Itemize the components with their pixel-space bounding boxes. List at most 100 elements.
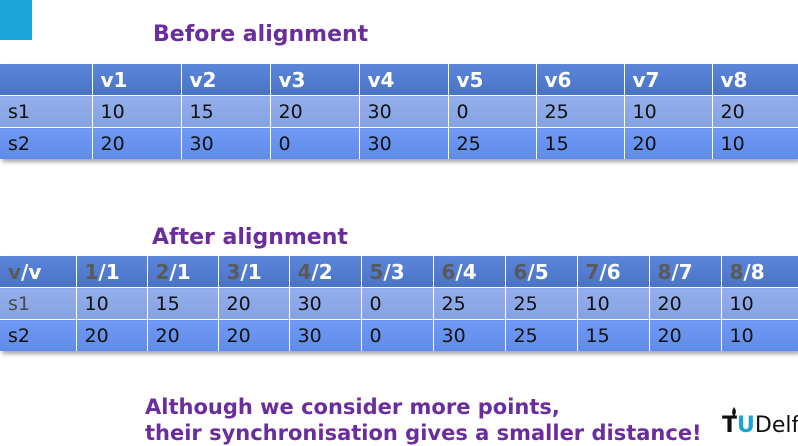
value-cell: 20 — [649, 319, 722, 351]
header-cell — [0, 64, 93, 96]
value-cell: 30 — [359, 127, 449, 159]
value-cell: 15 — [536, 127, 625, 159]
value-cell: 20 — [624, 127, 713, 159]
value-cell: 0 — [361, 287, 434, 320]
header-index-a: 6 — [513, 259, 528, 284]
header-index-a: 5 — [369, 259, 384, 284]
logo-letter-t: T — [722, 413, 738, 438]
table-row: s1 10 15 20 30 0 25 10 20 — [0, 95, 798, 128]
header-index-b: /1 — [98, 259, 120, 284]
value-cell: 20 — [712, 95, 798, 128]
table-header-row: v1 v2 v3 v4 v5 v6 v7 v8 — [0, 64, 798, 96]
value-cell: 20 — [218, 319, 290, 351]
value-cell: 10 — [577, 287, 650, 320]
value-cell: 30 — [289, 319, 362, 351]
value-cell: 20 — [147, 319, 219, 351]
value-cell: 25 — [433, 287, 506, 320]
header-cell: 4/2 — [289, 256, 362, 288]
value-cell: 30 — [433, 319, 506, 351]
after-alignment-table: v/v 1/1 2/1 3/1 4/2 5/3 6/4 6/5 7/6 8/7 8/8 s1 10 15 2… — [0, 256, 798, 351]
header-cell: 8/8 — [721, 256, 798, 288]
header-index-a: 8 — [657, 259, 672, 284]
corner-accent-block — [0, 0, 32, 40]
conclusion-note: Although we consider more points, their … — [145, 394, 702, 446]
value-cell: 10 — [721, 319, 798, 351]
value-cell: 20 — [92, 127, 182, 159]
table-row: s2 20 30 0 30 25 15 20 10 — [0, 127, 798, 159]
header-index-a: 1 — [84, 259, 99, 284]
header-cell: v/v — [0, 256, 77, 288]
table-header-row: v/v 1/1 2/1 3/1 4/2 5/3 6/4 6/5 7/6 8/7 8/8 — [0, 256, 798, 288]
header-cell: v6 — [536, 64, 625, 96]
value-cell: 0 — [448, 95, 537, 128]
row-label-cell: s2 — [0, 319, 77, 351]
conclusion-line-2: their synchronisation gives a smaller di… — [145, 421, 702, 445]
value-cell: 20 — [649, 287, 722, 320]
header-cell: v7 — [624, 64, 713, 96]
header-index-b: /8 — [743, 259, 765, 284]
value-cell: 10 — [92, 95, 182, 128]
value-cell: 30 — [289, 287, 362, 320]
header-index-b: /v — [21, 259, 42, 284]
logo-wordmark: Delf — [754, 413, 798, 438]
header-index-a: 7 — [585, 259, 600, 284]
tu-delft-flame-icon — [732, 407, 736, 417]
value-cell: 20 — [76, 319, 148, 351]
header-index-a: 2 — [155, 259, 170, 284]
header-index-b: /1 — [169, 259, 191, 284]
value-cell: 0 — [270, 127, 360, 159]
header-index-b: /3 — [383, 259, 405, 284]
header-cell: 1/1 — [76, 256, 148, 288]
header-index-b: /2 — [311, 259, 333, 284]
header-index-a: 6 — [441, 259, 456, 284]
value-cell: 30 — [359, 95, 449, 128]
header-cell: v4 — [359, 64, 449, 96]
value-cell: 25 — [505, 287, 578, 320]
value-cell: 25 — [536, 95, 625, 128]
header-index-a: 3 — [226, 259, 241, 284]
before-alignment-title: Before alignment — [153, 22, 369, 47]
table-row: s2 20 20 20 30 0 30 25 15 20 10 — [0, 319, 798, 351]
header-index-b: /4 — [455, 259, 477, 284]
before-alignment-table: v1 v2 v3 v4 v5 v6 v7 v8 s1 10 15 20 30 0 25 10 20 s2 20 30 0… — [0, 64, 798, 159]
value-cell: 30 — [181, 127, 271, 159]
header-index-b: /6 — [599, 259, 621, 284]
header-cell: v2 — [181, 64, 271, 96]
header-cell: 6/5 — [505, 256, 578, 288]
header-cell: v3 — [270, 64, 360, 96]
header-cell: 6/4 — [433, 256, 506, 288]
value-cell: 0 — [361, 319, 434, 351]
header-index-a: 8 — [729, 259, 744, 284]
value-cell: 10 — [712, 127, 798, 159]
header-cell: 7/6 — [577, 256, 650, 288]
header-index-a: 4 — [297, 259, 312, 284]
header-index-b: /7 — [671, 259, 693, 284]
header-cell: 5/3 — [361, 256, 434, 288]
value-cell: 10 — [721, 287, 798, 320]
value-cell: 25 — [505, 319, 578, 351]
header-index-b: /1 — [240, 259, 262, 284]
logo-letter-u: U — [737, 413, 755, 438]
value-cell: 20 — [218, 287, 290, 320]
value-cell: 10 — [76, 287, 148, 320]
row-label-cell: s2 — [0, 127, 93, 159]
tu-delft-logo: TUDelf — [722, 413, 798, 438]
header-cell: 8/7 — [649, 256, 722, 288]
conclusion-line-1: Although we consider more points, — [145, 395, 560, 419]
value-cell: 10 — [624, 95, 713, 128]
header-cell: 3/1 — [218, 256, 290, 288]
header-cell: v8 — [712, 64, 798, 96]
after-alignment-title: After alignment — [152, 225, 348, 250]
header-cell: 2/1 — [147, 256, 219, 288]
header-cell: v5 — [448, 64, 537, 96]
row-label-cell: s1 — [0, 95, 93, 128]
table-row: s1 10 15 20 30 0 25 25 10 20 10 — [0, 287, 798, 320]
value-cell: 15 — [577, 319, 650, 351]
value-cell: 25 — [448, 127, 537, 159]
header-index-b: /5 — [527, 259, 549, 284]
header-cell: v1 — [92, 64, 182, 96]
value-cell: 15 — [181, 95, 271, 128]
row-label-cell: s1 — [0, 287, 77, 320]
header-index-a: v — [8, 259, 22, 284]
value-cell: 20 — [270, 95, 360, 128]
